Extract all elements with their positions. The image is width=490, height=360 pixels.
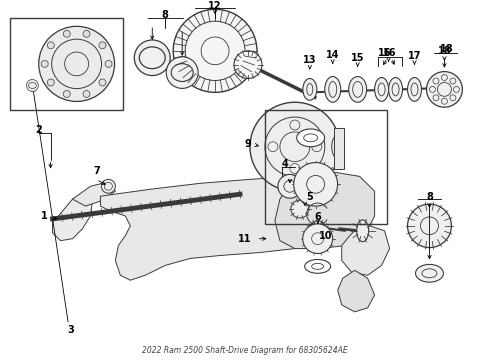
Circle shape (408, 204, 451, 248)
Bar (334, 128, 343, 170)
Text: 11: 11 (238, 234, 251, 244)
Polygon shape (275, 171, 375, 248)
Circle shape (166, 57, 198, 89)
Circle shape (310, 221, 326, 237)
Circle shape (99, 79, 106, 86)
Circle shape (39, 26, 115, 102)
Ellipse shape (305, 260, 331, 273)
Text: 9: 9 (245, 139, 251, 149)
Circle shape (48, 79, 54, 86)
Text: 6: 6 (315, 212, 321, 222)
Text: 14: 14 (326, 50, 340, 60)
Circle shape (278, 175, 302, 198)
Circle shape (303, 224, 333, 253)
Text: 16: 16 (383, 48, 396, 58)
Text: 10: 10 (319, 231, 332, 241)
Text: 7: 7 (93, 166, 100, 176)
Circle shape (101, 179, 115, 193)
Ellipse shape (303, 78, 317, 100)
Ellipse shape (375, 77, 389, 101)
Polygon shape (342, 226, 390, 275)
Text: 15: 15 (351, 53, 365, 63)
Text: 12: 12 (208, 1, 222, 12)
Circle shape (134, 40, 170, 76)
Circle shape (48, 42, 54, 49)
Circle shape (294, 163, 338, 206)
Text: 1: 1 (41, 211, 48, 221)
Circle shape (250, 102, 340, 191)
Polygon shape (52, 193, 93, 241)
Bar (10, 18, 123, 110)
Text: 13: 13 (303, 55, 317, 65)
Circle shape (26, 80, 38, 91)
Ellipse shape (332, 136, 342, 158)
Ellipse shape (389, 77, 403, 101)
Polygon shape (73, 181, 115, 206)
Text: 4: 4 (282, 158, 288, 168)
Circle shape (63, 30, 70, 37)
Polygon shape (100, 176, 345, 280)
Text: 17: 17 (408, 51, 421, 61)
Circle shape (99, 42, 106, 49)
Circle shape (173, 9, 257, 93)
Polygon shape (338, 270, 375, 312)
Circle shape (41, 60, 48, 67)
Circle shape (426, 72, 463, 107)
Text: 16: 16 (378, 48, 392, 58)
Ellipse shape (408, 77, 421, 101)
Ellipse shape (171, 64, 193, 81)
Text: 18: 18 (438, 46, 451, 56)
Circle shape (63, 90, 70, 98)
Circle shape (234, 51, 262, 78)
Ellipse shape (325, 77, 341, 102)
Ellipse shape (357, 220, 368, 242)
Bar (265, 110, 387, 224)
Ellipse shape (416, 264, 443, 282)
Ellipse shape (349, 77, 367, 102)
Circle shape (83, 30, 90, 37)
Text: 3: 3 (67, 325, 74, 335)
Ellipse shape (297, 129, 324, 147)
Circle shape (291, 200, 309, 218)
Circle shape (185, 21, 245, 81)
Ellipse shape (139, 47, 165, 69)
Text: 8: 8 (426, 192, 433, 202)
Circle shape (105, 60, 112, 67)
Text: 18: 18 (440, 44, 453, 54)
Text: 2022 Ram 2500 Shaft-Drive Diagram for 68305624AE: 2022 Ram 2500 Shaft-Drive Diagram for 68… (142, 346, 348, 355)
Text: 2: 2 (35, 125, 42, 135)
Circle shape (83, 90, 90, 98)
Text: 5: 5 (306, 192, 313, 202)
Text: 8: 8 (162, 10, 169, 20)
